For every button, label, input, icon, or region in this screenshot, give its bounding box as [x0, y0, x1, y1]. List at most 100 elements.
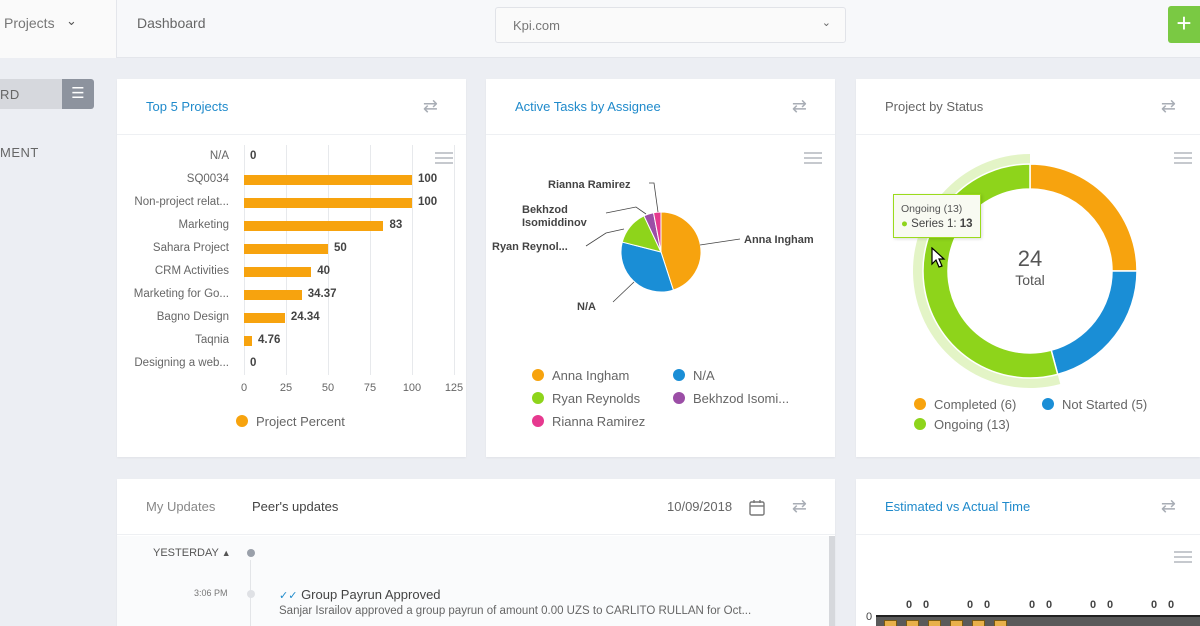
- legend-label: Project Percent: [256, 414, 345, 429]
- bar[interactable]: [244, 290, 302, 300]
- bar-value-label: 4.76: [257, 334, 281, 346]
- refresh-icon[interactable]: ⇄: [1160, 96, 1176, 116]
- pie-leader-line: [585, 228, 625, 247]
- category-label: CRM Activities: [154, 265, 229, 277]
- bar-value-label: 24.34: [290, 311, 320, 323]
- legend-item[interactable]: Project Percent: [236, 414, 345, 429]
- hamburger-menu-icon[interactable]: [1174, 551, 1192, 563]
- bar-value-label: 40: [317, 265, 330, 277]
- bar[interactable]: [244, 221, 384, 231]
- gridline: [412, 145, 413, 375]
- refresh-icon[interactable]: ⇄: [422, 96, 438, 116]
- bar-value-label: 34.37: [307, 288, 337, 300]
- data-label: 0: [906, 599, 913, 611]
- sidebar-item-management[interactable]: MENT: [0, 145, 39, 160]
- legend-item[interactable]: Bekhzod Isomi...: [673, 391, 789, 406]
- pie-label-rianna: Rianna Ramirez: [548, 179, 631, 191]
- category-label: Taqnia: [195, 334, 229, 346]
- double-check-icon: ✓✓: [279, 590, 298, 602]
- taskbar-item[interactable]: [906, 620, 919, 626]
- category-label: Non-project relat...: [134, 196, 229, 208]
- legend-item[interactable]: Rianna Ramirez: [532, 414, 645, 429]
- category-label: Marketing: [178, 219, 230, 231]
- refresh-icon[interactable]: ⇄: [1160, 496, 1176, 516]
- data-label: 0: [1090, 599, 1097, 611]
- add-button[interactable]: +: [1168, 6, 1200, 43]
- hamburger-menu-icon[interactable]: [804, 152, 822, 164]
- bar[interactable]: [244, 336, 252, 346]
- bar-value-label: 100: [418, 196, 438, 208]
- data-label: 0: [1046, 599, 1053, 611]
- sidebar-item-label: RD: [0, 87, 20, 102]
- hamburger-menu-icon[interactable]: [1174, 152, 1192, 164]
- tab-my-updates[interactable]: My Updates: [146, 499, 216, 514]
- bar-value-label: 0: [250, 150, 257, 162]
- legend-item[interactable]: Not Started (5): [1042, 397, 1147, 412]
- x-tick-label: 75: [363, 382, 377, 394]
- refresh-icon[interactable]: ⇄: [791, 96, 807, 116]
- pie-slice[interactable]: [660, 211, 702, 291]
- legend-item[interactable]: Ryan Reynolds: [532, 391, 640, 406]
- pie-label-ryan: Ryan Reynol...: [492, 241, 568, 253]
- calendar-icon[interactable]: [749, 499, 765, 516]
- legend-dot: [236, 415, 248, 427]
- scrollbar[interactable]: [829, 536, 835, 626]
- taskbar-item[interactable]: [928, 620, 941, 626]
- gridline: [244, 145, 245, 375]
- taskbar-item[interactable]: [950, 620, 963, 626]
- date-display[interactable]: 10/09/2018: [667, 499, 733, 514]
- hamburger-menu-icon[interactable]: [435, 152, 453, 164]
- refresh-icon[interactable]: ⇄: [791, 496, 807, 516]
- legend-label: Not Started (5): [1062, 397, 1148, 412]
- pie-leader-line: [649, 182, 659, 213]
- legend-item[interactable]: Completed (6): [914, 397, 1016, 412]
- bar-value-label: 0: [250, 357, 257, 369]
- pie-leader-line: [605, 206, 647, 215]
- card-title[interactable]: Project by Status: [885, 99, 984, 114]
- y-axis-zero: 0: [866, 611, 873, 623]
- card-title[interactable]: Top 5 Projects: [146, 99, 229, 114]
- card-title[interactable]: Active Tasks by Assignee: [515, 99, 661, 114]
- data-label: 0: [923, 599, 930, 611]
- legend-dot: [532, 415, 544, 427]
- category-label: Sahara Project: [152, 242, 229, 254]
- update-title-text: Group Payrun Approved: [301, 587, 441, 602]
- group-label[interactable]: YESTERDAY ▲: [153, 547, 231, 559]
- legend-label: Completed (6): [934, 397, 1017, 412]
- category-label: Marketing for Go...: [133, 288, 229, 300]
- updates-card: My Updates Peer's updates 10/09/2018 ⇄ Y…: [117, 479, 835, 626]
- pie-slice[interactable]: [652, 211, 662, 253]
- card-title[interactable]: Estimated vs Actual Time: [885, 499, 1031, 514]
- legend-label: Ongoing (13): [934, 417, 1010, 432]
- site-selector[interactable]: Kpi.com ⌄: [495, 7, 846, 43]
- chevron-down-icon: ⌄: [821, 17, 831, 29]
- legend-item[interactable]: Ongoing (13): [914, 417, 1010, 432]
- donut-total-label: Total: [1015, 272, 1045, 288]
- legend-label: Ryan Reynolds: [552, 391, 641, 406]
- pie-slice[interactable]: [620, 241, 674, 293]
- donut-slice[interactable]: [1050, 270, 1138, 376]
- taskbar-item[interactable]: [994, 620, 1007, 626]
- tooltip-title: Ongoing (13): [901, 203, 963, 215]
- bar[interactable]: [244, 198, 412, 208]
- sidebar-item-dashboard[interactable]: RD: [0, 79, 62, 109]
- top5-projects-card: Top 5 Projects ⇄ 0 25 50 75 100 125 N/A 0 SQ0034…: [117, 79, 466, 457]
- x-tick-label: 25: [279, 382, 293, 394]
- legend-item[interactable]: Anna Ingham: [532, 368, 629, 383]
- taskbar-item[interactable]: [884, 620, 897, 626]
- x-tick-label: 125: [444, 382, 464, 394]
- timeline-dot: [247, 590, 255, 598]
- x-tick-label: 0: [240, 382, 248, 394]
- settings-sliders-icon[interactable]: ☰: [62, 79, 94, 109]
- bar[interactable]: [244, 175, 412, 185]
- update-title[interactable]: ✓✓ Group Payrun Approved: [279, 587, 441, 602]
- legend-item[interactable]: N/A: [673, 368, 715, 383]
- breadcrumb[interactable]: Dashboard: [137, 15, 206, 31]
- tab-peers-updates[interactable]: Peer's updates: [252, 499, 339, 514]
- bar[interactable]: [244, 244, 328, 254]
- bar[interactable]: [244, 267, 312, 277]
- bar[interactable]: [244, 313, 285, 323]
- project-selector[interactable]: Projects ⌄: [0, 0, 117, 58]
- taskbar-item[interactable]: [972, 620, 985, 626]
